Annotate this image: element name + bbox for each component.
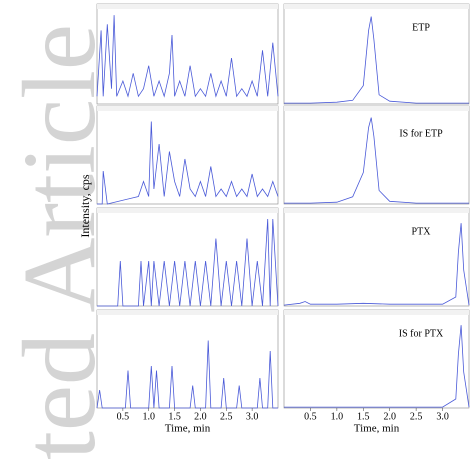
chromatogram-line [96,340,278,409]
chromatogram-line [97,218,279,307]
x-tick-label: 0.5 [117,411,130,422]
panel-header [284,106,469,111]
peak-annotation: IS for PTX [399,328,444,339]
panel-frame [283,3,470,105]
x-tick-label: 2.5 [410,411,423,422]
panel-header [97,208,278,213]
x-tick-label: 3.0 [246,411,259,422]
panel-header [284,4,469,9]
chromatogram-line [284,117,469,204]
panel-header [97,106,278,111]
x-tick-label: 2.5 [220,411,233,422]
chromatogram-line [283,223,470,306]
peak-annotation: PTX [412,226,432,237]
x-axis-label: Time, min [354,423,400,435]
x-tick-label: 1.0 [142,411,155,422]
panel-frame [96,309,279,409]
x-tick-label: 1.5 [357,411,370,422]
x-tick-label: 1.5 [168,411,181,422]
panel-frame [283,207,470,307]
panel-header [97,310,278,315]
panel-frame [283,105,470,205]
panel-frame [96,105,279,205]
y-axis-label: Intensity, cps [78,174,92,238]
panel-header [97,4,278,9]
x-tick-label: 3.0 [436,411,449,422]
x-axis-label: Time, min [165,423,211,435]
x-tick-label: 2.0 [194,411,207,422]
chromatogram-line [96,15,279,98]
panel-frame [283,309,470,409]
x-tick-label: 0.5 [304,411,317,422]
peak-annotation: ETP [412,22,430,33]
x-tick-label: 2.0 [383,411,396,422]
panel-frame [96,3,279,105]
watermark: ted Article [2,24,117,460]
peak-annotation: IS for ETP [399,128,443,139]
chromatogram-line [97,121,279,205]
panel-header [284,310,469,315]
chromatogram-line [284,16,469,104]
x-tick-label: 1.0 [331,411,344,422]
chromatogram-line [284,325,470,408]
panel-header [284,208,469,213]
